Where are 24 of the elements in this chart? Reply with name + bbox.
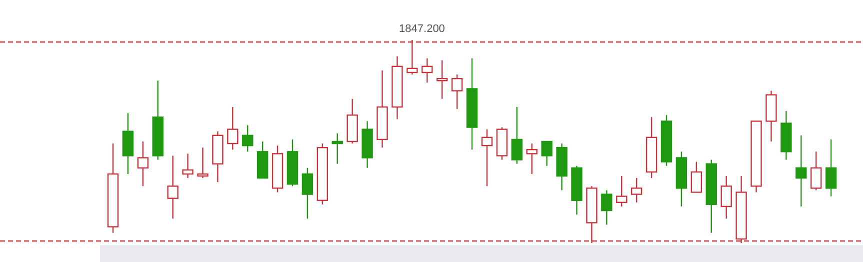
- candlestick: [511, 106, 522, 164]
- candlestick: [541, 140, 552, 166]
- candlestick: [332, 132, 343, 164]
- candlestick: [481, 128, 493, 187]
- candlestick: [630, 177, 642, 203]
- candlestick: [796, 134, 807, 208]
- candlestick: [422, 58, 433, 84]
- candlestick: [720, 175, 732, 220]
- text: 1847.200: [399, 23, 445, 35]
- candlestick: [690, 161, 702, 193]
- candlestick: [137, 140, 148, 187]
- candlestick: [197, 146, 208, 179]
- candlestick: [302, 167, 314, 220]
- candlestick: [601, 190, 612, 226]
- candlestick: [167, 155, 178, 220]
- candlestick: [182, 153, 194, 179]
- candlestick: [227, 106, 238, 150]
- candlestick: [616, 175, 628, 208]
- candlestick: [451, 74, 463, 110]
- candlestick: [526, 142, 538, 175]
- candlestick: [436, 60, 448, 100]
- candlestick: [825, 138, 837, 197]
- candlestick: [242, 124, 254, 152]
- candlestick: [810, 151, 822, 191]
